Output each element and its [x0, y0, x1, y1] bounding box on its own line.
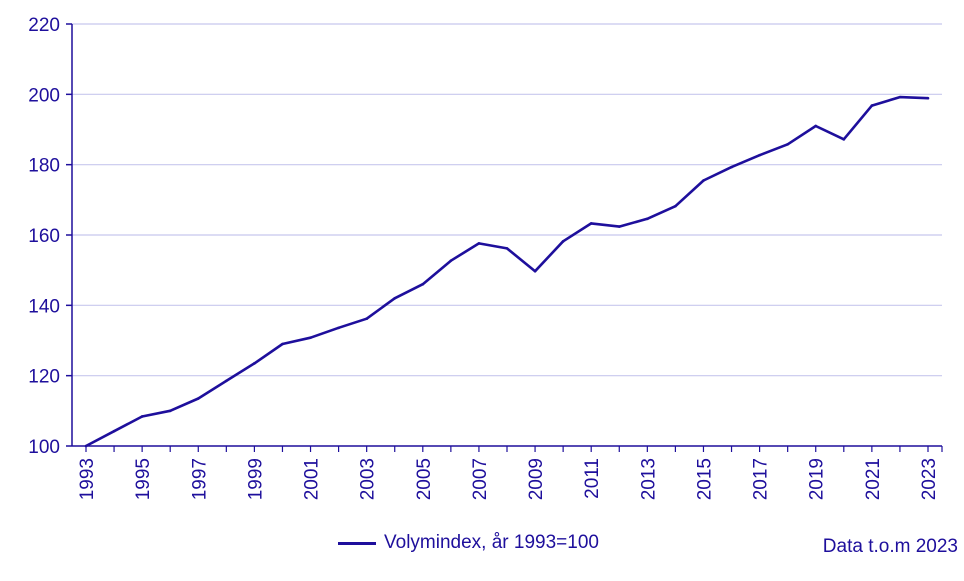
- data-point-1998: [225, 379, 228, 383]
- x-tick-label-1997: 1997: [189, 458, 210, 500]
- legend-label: Volymindex, år 1993=100: [384, 532, 599, 553]
- data-point-1997: [196, 397, 200, 400]
- data-point-2019: [814, 124, 818, 128]
- x-tick-label-2001: 2001: [302, 458, 323, 500]
- y-tick-label-200: 200: [28, 85, 60, 106]
- data-point-2022: [898, 95, 902, 99]
- data-point-2009: [533, 269, 537, 273]
- data-point-2015: [702, 179, 705, 182]
- x-tick-label-2003: 2003: [358, 458, 379, 500]
- data-point-2002: [337, 326, 340, 330]
- data-point-2023: [926, 96, 930, 100]
- data-point-2017: [758, 153, 761, 157]
- x-tick-label-2023: 2023: [919, 458, 940, 500]
- x-tick-label-2011: 2011: [582, 458, 603, 499]
- data-point-2007: [477, 242, 481, 245]
- data-point-2005: [421, 282, 425, 286]
- data-point-2018: [786, 142, 789, 146]
- data-point-2001: [309, 336, 312, 339]
- legend-line-swatch: [338, 541, 376, 545]
- data-point-1993: [84, 444, 88, 448]
- data-point-2006: [449, 259, 453, 262]
- data-point-2013: [646, 217, 649, 221]
- data-note: Data t.o.m 2023: [822, 536, 958, 557]
- y-tick-label-120: 120: [28, 367, 60, 388]
- x-tick-label-1995: 1995: [133, 458, 154, 500]
- series-line-0: [85, 95, 929, 448]
- data-point-2016: [730, 165, 733, 169]
- x-tick-label-2005: 2005: [414, 458, 435, 500]
- data-point-1996: [168, 409, 172, 413]
- y-tick-label-160: 160: [28, 226, 60, 247]
- x-tick-label-2021: 2021: [863, 458, 884, 500]
- y-tick-label-220: 220: [28, 15, 60, 36]
- data-point-1994: [112, 429, 116, 433]
- data-point-2003: [365, 317, 368, 320]
- data-point-2004: [393, 297, 397, 300]
- x-tick-label-2017: 2017: [751, 458, 772, 500]
- y-tick-label-140: 140: [28, 296, 60, 317]
- x-tick-label-2007: 2007: [470, 458, 491, 500]
- data-point-1999: [253, 362, 256, 365]
- data-point-2011: [589, 222, 593, 225]
- x-tick-label-1993: 1993: [77, 458, 98, 500]
- data-point-2014: [674, 204, 677, 208]
- y-tick-label-180: 180: [28, 156, 60, 177]
- data-point-2010: [561, 240, 565, 243]
- x-tick-label-2013: 2013: [638, 458, 659, 500]
- data-point-2021: [870, 104, 874, 107]
- x-tick-label-2019: 2019: [807, 458, 828, 500]
- data-point-2012: [617, 225, 621, 228]
- x-tick-label-2009: 2009: [526, 458, 547, 500]
- data-point-2008: [505, 247, 509, 250]
- data-point-2000: [281, 342, 284, 346]
- x-tick-label-1999: 1999: [245, 458, 266, 500]
- data-point-2020: [842, 138, 846, 141]
- y-tick-label-100: 100: [28, 437, 60, 458]
- legend: Volymindex, år 1993=100: [338, 532, 599, 554]
- x-tick-label-2015: 2015: [694, 458, 715, 500]
- data-point-1995: [140, 415, 144, 418]
